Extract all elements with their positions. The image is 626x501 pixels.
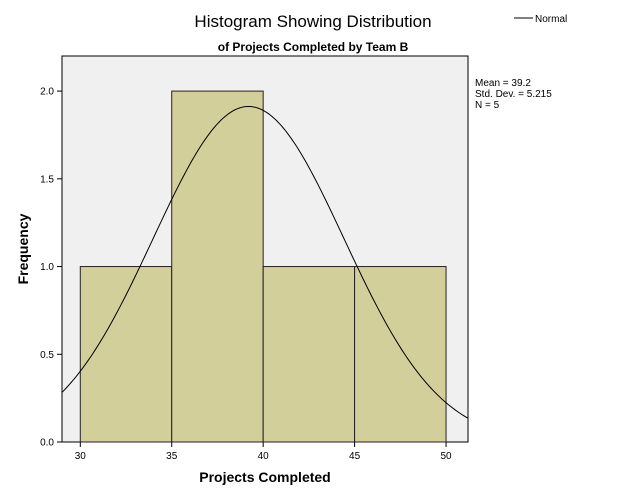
stat-std-dev: Std. Dev. = 5.215 (475, 89, 552, 100)
histogram-bar-3 (262, 266, 356, 443)
histogram-bar-2 (171, 90, 264, 443)
x-tick-label: 40 (258, 451, 270, 462)
x-tick-label: 50 (440, 451, 452, 462)
y-axis-ticks: 0.0 0.5 1.0 1.5 2.0 (40, 87, 62, 449)
normal-curve (62, 105, 468, 419)
histogram-bar-4 (354, 266, 447, 443)
histogram-bar-1 (79, 266, 173, 443)
stat-mean: Mean = 39.2 (475, 78, 531, 89)
y-tick-label: 0.0 (40, 438, 54, 449)
stat-n: N = 5 (475, 100, 500, 111)
legend-label: Normal (535, 14, 567, 25)
y-tick-label: 1.5 (40, 174, 54, 185)
chart-subtitle: of Projects Completed by Team B (218, 40, 409, 54)
x-axis-label: Projects Completed (199, 469, 330, 485)
x-tick-label: 35 (166, 451, 178, 462)
x-axis-ticks: 30 35 40 45 50 (75, 442, 452, 462)
chart-title: Histogram Showing Distribution (194, 12, 431, 31)
y-tick-label: 1.0 (40, 262, 54, 273)
x-tick-label: 30 (75, 451, 87, 462)
y-tick-label: 0.5 (40, 350, 54, 361)
x-tick-label: 45 (349, 451, 361, 462)
y-axis-label: Frequency (15, 213, 31, 284)
y-tick-label: 2.0 (40, 87, 54, 98)
